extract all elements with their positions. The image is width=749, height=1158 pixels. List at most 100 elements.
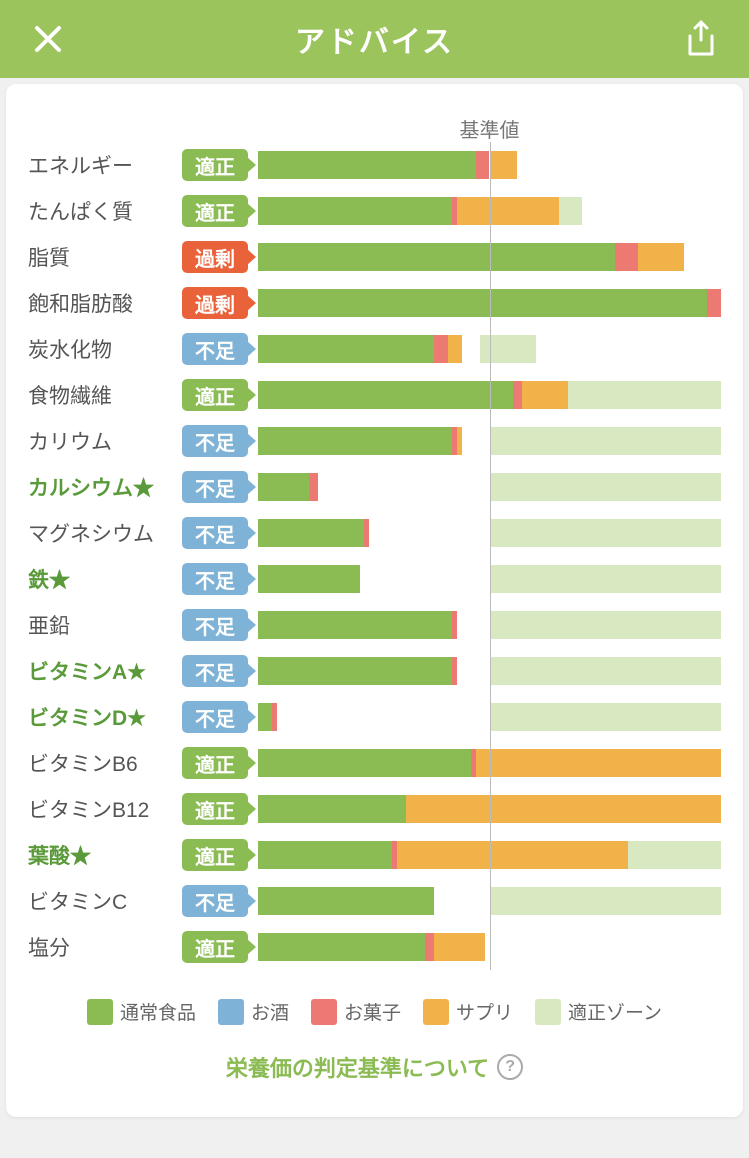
nutrient-label: エネルギー [28,150,182,180]
bar-segment-suppl [397,841,629,869]
bar-segment-snack [309,473,318,501]
bar-segment-food [258,381,513,409]
criteria-link[interactable]: 栄養価の判定基準について ? [28,1051,721,1083]
nutrient-label: 葉酸★ [28,840,182,870]
nutrient-row: 飽和脂肪酸過剰 [28,280,721,326]
bar-segment-snack [452,657,457,685]
nutrient-row: カリウム不足 [28,418,721,464]
nutrient-label: 塩分 [28,932,182,962]
bar-segment-food [258,335,434,363]
status-badge: 不足 [182,517,248,549]
nutrient-row: 鉄★不足 [28,556,721,602]
nutrient-label: ビタミンA★ [28,656,182,686]
bar-segment-suppl [476,749,721,777]
bar-segment-snack [707,289,721,317]
nutrient-row: 炭水化物不足 [28,326,721,372]
nutrient-row: ビタミンB6適正 [28,740,721,786]
legend-swatch [218,999,244,1025]
nutrient-label: 脂質 [28,242,182,272]
nutrient-label: カリウム [28,426,182,456]
legend-label: 通常食品 [120,998,196,1025]
status-badge: 不足 [182,563,248,595]
ok-zone [490,703,722,731]
bar-segment-food [258,565,360,593]
ok-zone [490,611,722,639]
nutrient-row: ビタミンC不足 [28,878,721,924]
status-badge: 適正 [182,747,248,779]
status-badge: 過剰 [182,287,248,319]
nutrient-label: 飽和脂肪酸 [28,288,182,318]
nutrient-label: 食物繊維 [28,380,182,410]
ok-zone [490,427,722,455]
criteria-link-text: 栄養価の判定基準について [226,1051,489,1083]
bar-segment-snack [434,335,448,363]
bar-segment-food [258,519,364,547]
nutrient-label: 炭水化物 [28,334,182,364]
bar-segment-food [258,427,452,455]
status-badge: 適正 [182,839,248,871]
nutrient-row: 塩分適正 [28,924,721,970]
status-badge: 適正 [182,379,248,411]
status-badge: 適正 [182,149,248,181]
bar-segment-food [258,795,406,823]
nutrient-label: ビタミンB12 [28,794,182,824]
nutrient-row: 食物繊維適正 [28,372,721,418]
bar-segment-suppl [522,381,568,409]
bar-segment-snack [476,151,490,179]
nutrient-label: ビタミンC [28,886,182,916]
bar-segment-food [258,197,452,225]
bar-segment-food [258,151,476,179]
ok-zone [490,565,722,593]
legend-label: お菓子 [344,998,401,1025]
ok-zone [490,473,722,501]
bar-segment-suppl [434,933,485,961]
bar-segment-food [258,473,309,501]
legend-label: 適正ゾーン [568,998,662,1025]
question-icon: ? [497,1054,523,1080]
nutrient-row: たんぱく質適正 [28,188,721,234]
bar-segment-suppl [638,243,684,271]
bar-segment-snack [513,381,522,409]
legend-item: お菓子 [311,998,401,1025]
legend-item: サプリ [423,998,513,1025]
legend-swatch [535,999,561,1025]
status-badge: 不足 [182,425,248,457]
nutrition-card: 基準値 エネルギー適正たんぱく質適正脂質過剰飽和脂肪酸過剰炭水化物不足食物繊維適… [6,84,743,1117]
nutrient-label: たんぱく質 [28,196,182,226]
legend-swatch [87,999,113,1025]
app-header: アドバイス [0,0,749,78]
nutrient-row: ビタミンD★不足 [28,694,721,740]
nutrient-row: 亜鉛不足 [28,602,721,648]
bar-segment-snack [425,933,434,961]
nutrient-row: カルシウム★不足 [28,464,721,510]
status-badge: 不足 [182,609,248,641]
reference-label: 基準値 [460,114,520,143]
legend-label: お酒 [251,998,289,1025]
status-badge: 不足 [182,655,248,687]
share-icon[interactable] [681,19,721,59]
legend-swatch [423,999,449,1025]
legend: 通常食品 お酒 お菓子サプリ 適正ゾーン [28,998,721,1025]
status-badge: 不足 [182,471,248,503]
nutrient-row: エネルギー適正 [28,142,721,188]
status-badge: 不足 [182,333,248,365]
nutrient-row: 脂質過剰 [28,234,721,280]
bar-segment-suppl [457,427,462,455]
ok-zone [490,657,722,685]
legend-item: 通常食品 [87,998,196,1025]
bar-segment-food [258,289,707,317]
bar-segment-snack [452,611,457,639]
nutrient-label: 亜鉛 [28,610,182,640]
legend-item: お酒 [218,998,289,1025]
bar-segment-suppl [457,197,559,225]
bar-segment-suppl [490,151,518,179]
bar-segment-food [258,657,452,685]
bar-segment-food [258,703,272,731]
legend-item: 適正ゾーン [535,998,662,1025]
bar-segment-snack [615,243,638,271]
reference-line [490,142,491,970]
nutrient-label: 鉄★ [28,564,182,594]
bar-segment-suppl [448,335,462,363]
close-icon[interactable] [28,19,68,59]
nutrient-row: 葉酸★適正 [28,832,721,878]
